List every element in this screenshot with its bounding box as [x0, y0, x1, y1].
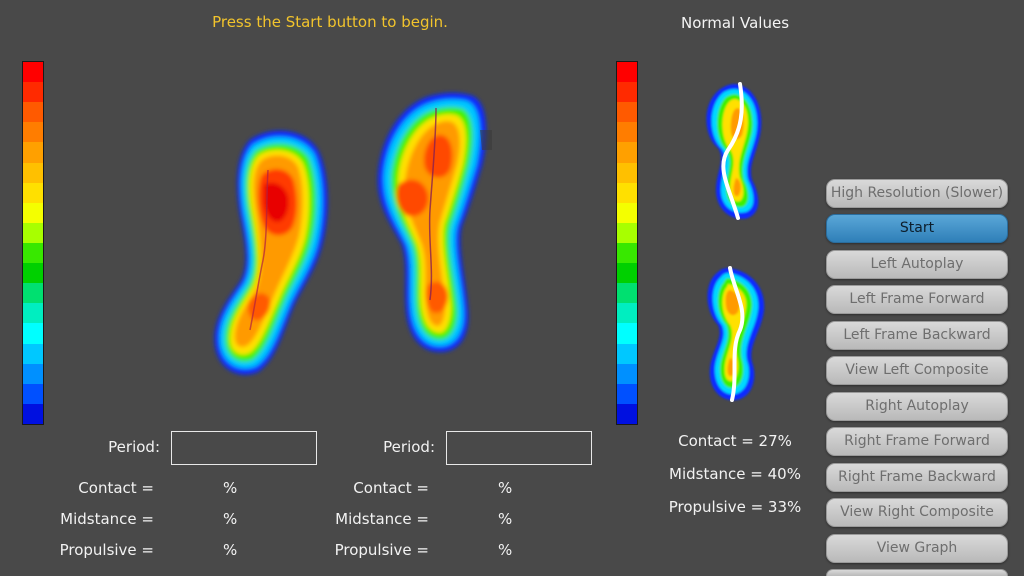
right-period-field[interactable]	[446, 431, 592, 465]
right-foot-pressure-map	[377, 92, 487, 352]
scale-segment	[23, 343, 43, 364]
left-midstance-label: Midstance =	[60, 510, 154, 528]
scale-segment	[23, 403, 43, 424]
normal-left-foot-map	[706, 84, 762, 219]
normal-contact-value: Contact = 27%	[678, 432, 792, 450]
scale-segment	[617, 303, 637, 324]
high-resolution-button[interactable]: High Resolution (Slower)	[826, 179, 1008, 208]
scale-segment	[617, 142, 637, 163]
pressure-color-scale-left	[22, 61, 44, 425]
scale-segment	[617, 283, 637, 304]
scale-segment	[23, 383, 43, 404]
left-contact-value: %	[223, 479, 238, 497]
right-autoplay-button[interactable]: Right Autoplay	[826, 392, 1008, 421]
left-propulsive-label: Propulsive =	[59, 541, 154, 559]
right-midstance-label: Midstance =	[335, 510, 429, 528]
left-contact-label: Contact =	[78, 479, 154, 497]
scale-segment	[617, 82, 637, 103]
scale-segment	[23, 323, 43, 344]
scale-segment	[617, 343, 637, 364]
scale-segment	[23, 222, 43, 243]
scale-segment	[617, 263, 637, 284]
view-graph-button[interactable]: View Graph	[826, 534, 1008, 563]
scale-segment	[617, 222, 637, 243]
right-period-label: Period:	[383, 438, 435, 456]
view-left-composite-button[interactable]: View Left Composite	[826, 356, 1008, 385]
scale-segment	[617, 323, 637, 344]
left-frame-backward-button[interactable]: Left Frame Backward	[826, 321, 1008, 350]
scale-segment	[617, 363, 637, 384]
right-midstance-value: %	[498, 510, 513, 528]
right-frame-forward-button[interactable]: Right Frame Forward	[826, 427, 1008, 456]
normal-left-progression-line	[721, 82, 744, 220]
left-propulsive-value: %	[223, 541, 238, 559]
scale-segment	[23, 62, 43, 83]
scale-segment	[23, 263, 43, 284]
scale-segment	[23, 303, 43, 324]
scale-segment	[23, 102, 43, 123]
normal-right-foot-map	[707, 268, 765, 401]
pressure-color-scale-right	[616, 61, 638, 425]
scale-segment	[617, 162, 637, 183]
scale-segment	[617, 403, 637, 424]
start-button[interactable]: Start	[826, 214, 1008, 243]
right-propulsive-label: Propulsive =	[334, 541, 429, 559]
left-foot-pressure-map	[214, 130, 328, 375]
right-contact-label: Contact =	[353, 479, 429, 497]
scale-segment	[617, 383, 637, 404]
normal-propulsive-value: Propulsive = 33%	[668, 498, 802, 516]
scale-segment	[23, 363, 43, 384]
scale-segment	[617, 242, 637, 264]
normal-right-progression-line	[728, 266, 745, 402]
scale-segment	[617, 62, 637, 83]
scale-segment	[23, 202, 43, 223]
normal-midstance-value: Midstance = 40%	[669, 465, 801, 483]
scale-segment	[617, 182, 637, 203]
right-frame-backward-button[interactable]: Right Frame Backward	[826, 463, 1008, 492]
scale-segment	[23, 162, 43, 183]
left-period-field[interactable]	[171, 431, 317, 465]
scale-segment	[617, 202, 637, 223]
left-frame-forward-button[interactable]: Left Frame Forward	[826, 285, 1008, 314]
scale-segment	[23, 242, 43, 264]
right-propulsive-value: %	[498, 541, 513, 559]
right-contact-value: %	[498, 479, 513, 497]
partially-hidden-button[interactable]	[826, 569, 1008, 576]
scale-segment	[23, 122, 43, 143]
normal-values-title: Normal Values	[680, 14, 790, 32]
left-period-label: Period:	[108, 438, 160, 456]
scale-segment	[617, 102, 637, 123]
scale-segment	[23, 283, 43, 304]
instruction-prompt: Press the Start button to begin.	[212, 13, 448, 31]
scale-segment	[617, 122, 637, 143]
scale-segment	[23, 142, 43, 163]
scale-segment	[23, 82, 43, 103]
left-autoplay-button[interactable]: Left Autoplay	[826, 250, 1008, 279]
scale-segment	[23, 182, 43, 203]
left-midstance-value: %	[223, 510, 238, 528]
view-right-composite-button[interactable]: View Right Composite	[826, 498, 1008, 527]
